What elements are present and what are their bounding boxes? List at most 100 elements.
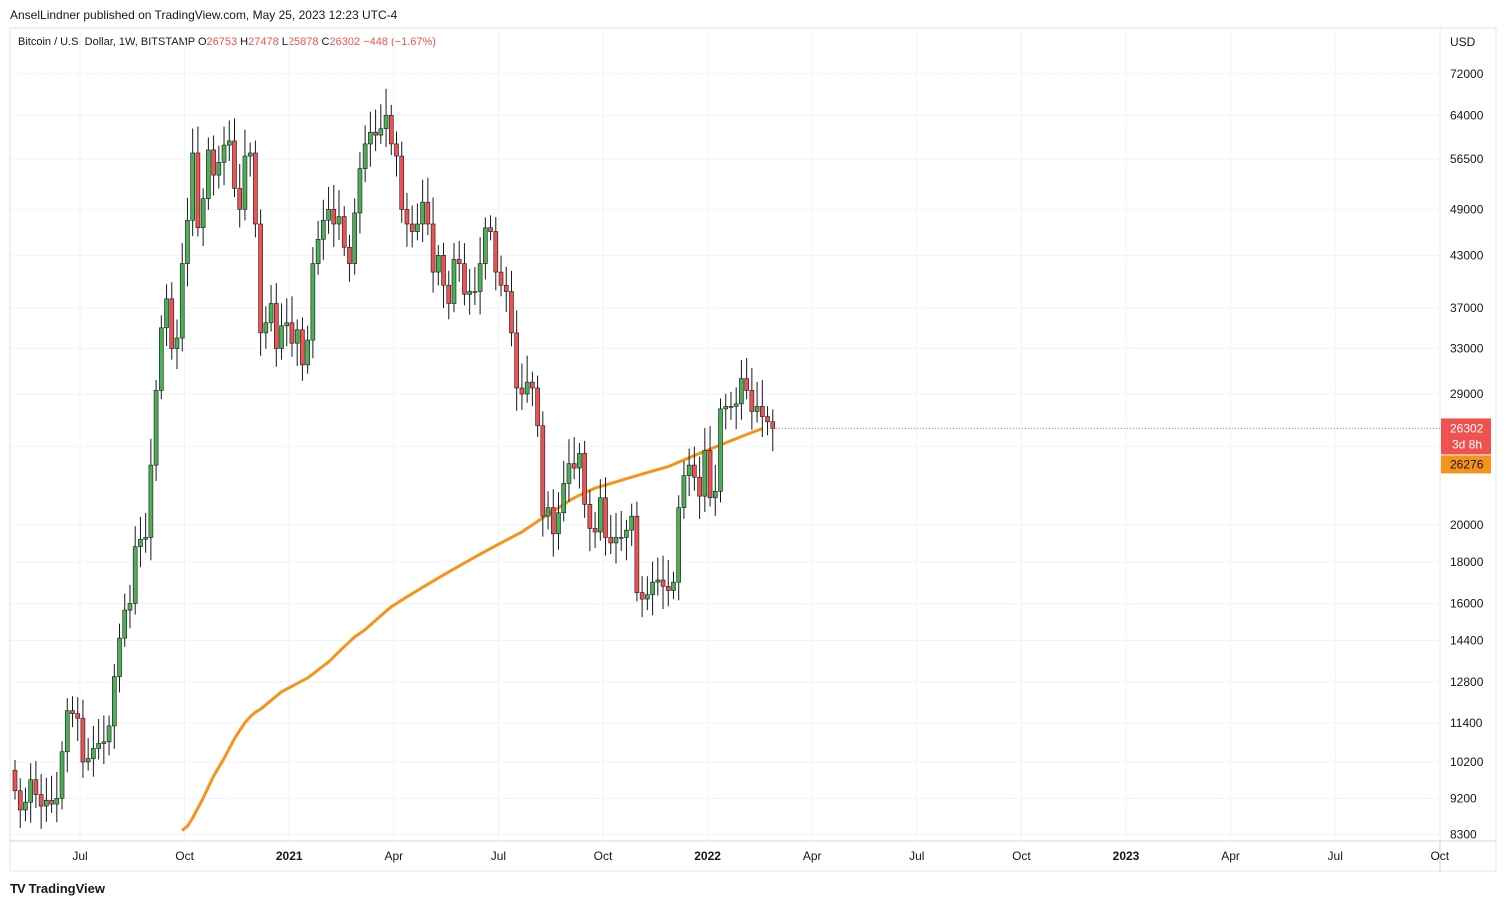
legend-close-label: C [321, 36, 330, 48]
candle-down [441, 255, 446, 286]
candle-up [143, 537, 148, 540]
candle-up [718, 408, 723, 492]
price-tick-label: 12800 [1450, 675, 1484, 689]
candle-down [49, 799, 54, 805]
candle-up [226, 140, 232, 146]
legend-high-label: H [240, 36, 249, 48]
candle-up [44, 799, 49, 807]
candle-down [169, 298, 175, 349]
candle-up [216, 161, 222, 176]
time-tick-label: Jul [909, 849, 924, 863]
candle-down [744, 378, 749, 391]
time-tick-label: Oct [175, 849, 194, 863]
candle-down [660, 579, 666, 587]
candle-up [728, 406, 734, 408]
candle-down [749, 390, 755, 412]
publisher-line: AnselLindner published on TradingView.co… [10, 8, 398, 22]
candle-up [545, 507, 551, 517]
candle-down [253, 152, 258, 225]
candle-up [650, 581, 655, 596]
candle-up [613, 537, 619, 544]
price-tick-label: 10200 [1450, 755, 1484, 769]
candle-down [258, 223, 263, 334]
candle-down [331, 209, 337, 225]
candle-down [399, 155, 405, 210]
time-tick-label: Apr [803, 849, 822, 863]
candle-down [603, 497, 608, 538]
time-tick-label: Jul [1328, 849, 1343, 863]
candle-up [148, 464, 154, 538]
candle-up [326, 209, 331, 221]
time-tick-label: 2023 [1113, 849, 1140, 863]
price-tick-label: 16000 [1450, 596, 1484, 610]
legend-low-label: L [281, 36, 288, 48]
candle-up [159, 327, 164, 391]
candle-up [378, 128, 384, 136]
price-axis[interactable]: USD 8300 9200 10200 11400 12800 14400 16000 1800… [1450, 35, 1484, 842]
price-tick-label: 9200 [1450, 791, 1477, 805]
candle-up [712, 491, 718, 499]
candle-down [587, 504, 593, 529]
price-tick-label: 56500 [1450, 152, 1484, 166]
moving-average-line [181, 427, 763, 832]
candle-down [514, 332, 519, 389]
candle-down [540, 425, 546, 517]
candle-down [760, 406, 765, 417]
candle-up [467, 291, 472, 295]
candle-down [425, 201, 431, 225]
time-tick-label: Oct [1430, 849, 1449, 863]
candle-up [681, 475, 687, 508]
candle-down [503, 284, 509, 292]
candle-down [38, 794, 44, 807]
candle-down [498, 271, 504, 286]
time-axis[interactable]: Jul Oct 2021 Apr Jul Oct 2022 Apr Jul Oct 2023 Apr J… [72, 849, 1449, 863]
candle-up [242, 155, 248, 210]
candle-up [164, 298, 169, 329]
candle-up [127, 603, 133, 611]
candle-up [686, 464, 692, 476]
legend-low-value: 25878 [287, 36, 319, 48]
candle-down [273, 303, 279, 349]
time-tick-label: Jul [491, 849, 506, 863]
price-tick-label: 18000 [1450, 555, 1484, 569]
candle-up [336, 216, 342, 225]
time-tick-label: Oct [1012, 849, 1031, 863]
candle-up [138, 538, 143, 547]
price-tick-label: 72000 [1450, 67, 1484, 81]
candle-up [179, 263, 185, 339]
candle-up [357, 168, 363, 214]
candle-down [347, 246, 352, 264]
candle-down [211, 149, 216, 176]
candle-down [634, 515, 640, 593]
footer-brand[interactable]: TV TradingView [10, 881, 105, 896]
time-tick-label: Oct [594, 849, 613, 863]
price-tick-label: 64000 [1450, 108, 1484, 122]
candle-down [237, 188, 243, 210]
candle-up [733, 403, 739, 407]
candle-up [566, 463, 572, 484]
ma-value-badge [1441, 455, 1491, 474]
candle-up [111, 676, 117, 727]
candle-down [697, 476, 702, 497]
candle-down [550, 507, 556, 535]
candle-down [692, 464, 697, 478]
candle-up [561, 483, 567, 514]
candle-up [268, 303, 274, 324]
candle-up [598, 497, 603, 533]
last-price-badge [1441, 418, 1491, 455]
candle-up [132, 546, 138, 604]
candle-down [289, 322, 295, 344]
legend-symbol: Bitcoin / U.S. Dollar, 1W, BITSTAMP [18, 36, 195, 48]
candle-down [70, 710, 75, 714]
bar-countdown: 3d 8h [1452, 437, 1482, 451]
candle-up [310, 263, 316, 341]
price-tick-label: 43000 [1450, 248, 1484, 262]
candle-up [96, 743, 101, 749]
candle-up [629, 515, 634, 531]
candle-down [300, 329, 305, 366]
candle-up [702, 450, 708, 497]
candle-down [456, 259, 462, 264]
price-tick-label: 20000 [1450, 518, 1484, 532]
legend-open-label: O [197, 36, 207, 48]
